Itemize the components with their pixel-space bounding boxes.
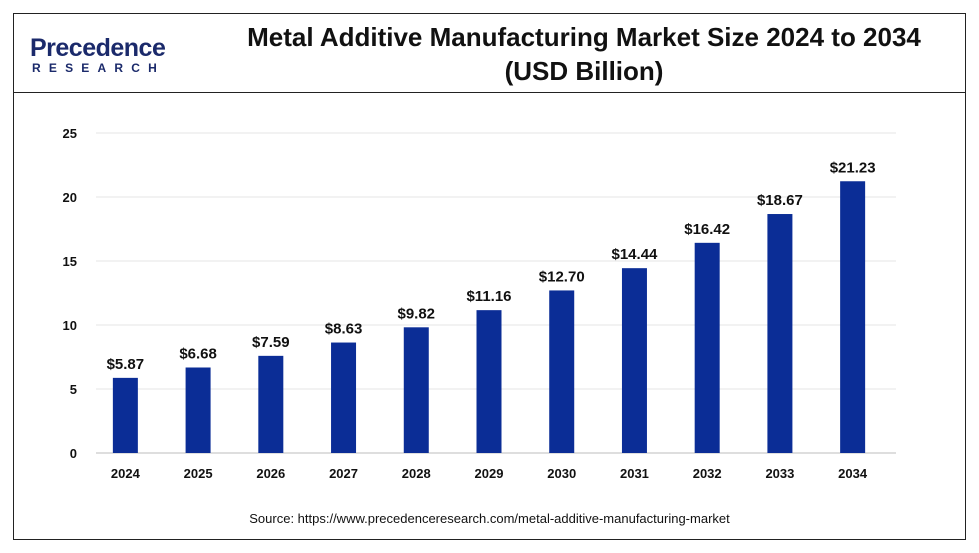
x-tick-label: 2034 [838, 466, 868, 481]
x-tick-label: 2032 [693, 466, 722, 481]
logo-main-text: Precedence [30, 34, 166, 62]
bar-chart: 0510152025$5.872024$6.682025$7.592026$8.… [63, 126, 896, 481]
bar [840, 181, 866, 454]
y-tick-label: 15 [63, 254, 77, 269]
data-label: $9.82 [397, 305, 435, 322]
x-tick-label: 2025 [184, 466, 213, 481]
data-label: $14.44 [612, 246, 659, 263]
bar [476, 310, 502, 453]
data-label: $21.23 [830, 159, 876, 176]
bar [403, 327, 429, 453]
bar [185, 367, 211, 453]
logo-sub-text: RESEARCH [32, 61, 165, 75]
data-label: $7.59 [252, 334, 290, 351]
chart-frame: Precedence RESEARCH Metal Additive Manuf… [13, 13, 966, 540]
y-tick-label: 25 [63, 126, 77, 141]
bar [694, 242, 720, 453]
data-label: $11.16 [466, 288, 511, 305]
bar [767, 214, 793, 453]
bar [331, 342, 357, 453]
chart-title-line2: (USD Billion) [504, 56, 664, 86]
precedence-research-logo: Precedence RESEARCH [30, 34, 190, 84]
data-label: $5.87 [107, 356, 145, 373]
y-tick-label: 20 [63, 190, 77, 205]
y-tick-label: 5 [70, 382, 77, 397]
x-tick-label: 2033 [765, 466, 794, 481]
bar [258, 355, 284, 453]
data-label: $12.70 [539, 268, 585, 285]
x-tick-label: 2024 [111, 466, 141, 481]
data-label: $6.68 [179, 345, 217, 362]
bar [621, 268, 647, 453]
x-tick-label: 2030 [547, 466, 576, 481]
x-tick-label: 2026 [256, 466, 285, 481]
bar [112, 377, 138, 453]
chart-title: Metal Additive Manufacturing Market Size… [214, 20, 954, 88]
x-tick-label: 2028 [402, 466, 431, 481]
source-note: Source: https://www.precedenceresearch.c… [249, 511, 730, 526]
header: Precedence RESEARCH Metal Additive Manuf… [14, 14, 965, 93]
chart-title-line1: Metal Additive Manufacturing Market Size… [247, 22, 921, 52]
x-tick-label: 2027 [329, 466, 358, 481]
y-tick-label: 0 [70, 446, 77, 461]
data-label: $18.67 [757, 192, 803, 209]
y-tick-label: 10 [63, 318, 77, 333]
x-tick-label: 2031 [620, 466, 649, 481]
x-tick-label: 2029 [475, 466, 504, 481]
bar [549, 290, 575, 453]
data-label: $8.63 [325, 321, 363, 338]
data-label: $16.42 [684, 221, 730, 238]
